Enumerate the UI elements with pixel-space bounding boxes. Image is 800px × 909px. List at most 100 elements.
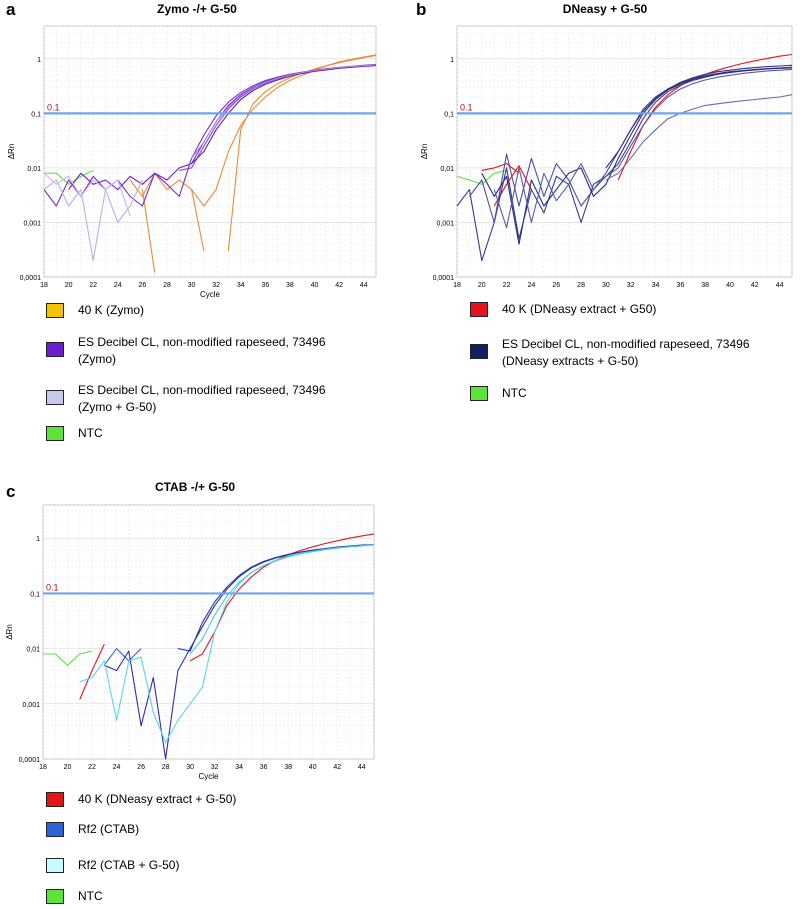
panel-letter-b: b bbox=[416, 0, 427, 19]
x-tick-label: 34 bbox=[237, 282, 245, 289]
y-tick-label: 0,1 bbox=[31, 111, 41, 118]
x-tick-label: 38 bbox=[286, 282, 294, 289]
x-tick-label: 36 bbox=[261, 282, 269, 289]
legend-label: ES Decibel CL, non-modified rapeseed, 73… bbox=[78, 335, 326, 366]
chart-title: CTAB -/+ G-50 bbox=[155, 480, 235, 494]
y-tick-label: 0,001 bbox=[23, 220, 41, 227]
series-line bbox=[189, 544, 375, 655]
legend-swatch bbox=[470, 302, 488, 317]
x-tick-label: 32 bbox=[212, 282, 220, 289]
x-tick-label: 24 bbox=[528, 282, 536, 289]
x-tick-label: 36 bbox=[676, 282, 684, 289]
series-line bbox=[189, 533, 375, 662]
legend-swatch bbox=[46, 858, 64, 873]
legend-swatch bbox=[46, 426, 64, 441]
series-line bbox=[191, 64, 377, 159]
y-axis-label: ΔRn bbox=[420, 144, 429, 160]
chart-ctab: CTAB -/+ G-50 0,0001 0,001 0,01 0,1 1 18 20 22 24… bbox=[5, 480, 375, 780]
series-line bbox=[44, 169, 94, 185]
y-axis-label: ΔRn bbox=[7, 144, 16, 160]
y-tick-label: 1 bbox=[37, 57, 41, 64]
y-tick-label: 1 bbox=[36, 536, 40, 543]
x-tick-label: 40 bbox=[309, 764, 317, 771]
x-tick-label: 20 bbox=[65, 282, 73, 289]
legend-label: NTC bbox=[78, 889, 103, 903]
legend-label: 40 K (Zymo) bbox=[78, 303, 145, 317]
x-tick-label: 20 bbox=[478, 282, 486, 289]
y-tick-label: 0,01 bbox=[27, 166, 41, 173]
chart-title: DNeasy + G-50 bbox=[563, 2, 648, 16]
legend-swatch bbox=[46, 792, 64, 807]
panel-letter-c: c bbox=[6, 482, 16, 501]
series-line bbox=[605, 64, 793, 169]
threshold-label: 0.1 bbox=[460, 102, 473, 112]
x-tick-label: 30 bbox=[602, 282, 610, 289]
x-tick-label: 24 bbox=[113, 764, 121, 771]
series-line bbox=[43, 172, 131, 217]
x-tick-label: 38 bbox=[284, 764, 292, 771]
legend-swatch bbox=[46, 390, 64, 405]
legend-swatch bbox=[46, 342, 64, 357]
series-line bbox=[177, 543, 375, 652]
x-tick-label: 20 bbox=[64, 764, 72, 771]
legend-label: 40 K (DNeasy extract + G50) bbox=[502, 302, 657, 316]
x-tick-label: 44 bbox=[358, 764, 366, 771]
y-tick-label: 1 bbox=[450, 57, 454, 64]
x-tick-label: 28 bbox=[577, 282, 585, 289]
legend-swatch bbox=[470, 386, 488, 401]
x-tick-label: 26 bbox=[552, 282, 560, 289]
y-tick-label: 0,0001 bbox=[433, 275, 455, 282]
legend-label: ES Decibel CL, non-modified rapeseed, 73… bbox=[78, 383, 326, 414]
y-tick-label: 0,0001 bbox=[19, 757, 41, 764]
chart-title: Zymo -/+ G-50 bbox=[157, 2, 237, 16]
series-line bbox=[43, 650, 93, 666]
x-tick-label: 26 bbox=[138, 282, 146, 289]
x-tick-label: 18 bbox=[40, 282, 48, 289]
legend-label: NTC bbox=[78, 426, 103, 440]
legend-swatch bbox=[470, 344, 488, 359]
legend-label: ES Decibel CL, non-modified rapeseed, 73… bbox=[502, 337, 750, 368]
series-line bbox=[43, 179, 143, 262]
x-tick-label: 38 bbox=[701, 282, 709, 289]
panel-letter-a: a bbox=[6, 0, 16, 19]
x-tick-label: 32 bbox=[211, 764, 219, 771]
y-tick-label: 0,001 bbox=[22, 702, 40, 709]
x-tick-label: 30 bbox=[188, 282, 196, 289]
x-tick-label: 28 bbox=[163, 282, 171, 289]
x-tick-label: 40 bbox=[311, 282, 319, 289]
x-tick-label: 22 bbox=[88, 764, 96, 771]
y-tick-label: 0,01 bbox=[440, 166, 454, 173]
x-tick-label: 42 bbox=[751, 282, 759, 289]
x-tick-label: 40 bbox=[726, 282, 734, 289]
series-line bbox=[191, 189, 205, 252]
legend-label: Rf2 (CTAB) bbox=[78, 822, 140, 836]
legend-swatch bbox=[46, 303, 64, 318]
y-tick-label: 0,1 bbox=[30, 591, 40, 598]
series-line bbox=[493, 68, 793, 229]
x-tick-label: 44 bbox=[360, 282, 368, 289]
x-tick-label: 26 bbox=[137, 764, 145, 771]
y-tick-label: 0,001 bbox=[436, 220, 454, 227]
chart-zymo: Zymo -/+ G-50 0,0001 0,001 0,01 0,1 1 18 20 22 24… bbox=[7, 2, 377, 299]
x-tick-label: 24 bbox=[114, 282, 122, 289]
x-tick-label: 36 bbox=[260, 764, 268, 771]
x-axis-label: Cycle bbox=[198, 772, 219, 780]
y-tick-label: 0,01 bbox=[26, 647, 40, 654]
legend-label: Rf2 (CTAB + G-50) bbox=[78, 858, 180, 872]
series-line bbox=[79, 643, 105, 700]
series-line bbox=[481, 67, 793, 245]
threshold-label: 0.1 bbox=[46, 582, 59, 592]
y-tick-label: 0,1 bbox=[444, 111, 454, 118]
y-tick-label: 0,0001 bbox=[20, 275, 42, 282]
series-line bbox=[456, 169, 507, 185]
x-tick-label: 28 bbox=[162, 764, 170, 771]
series-line bbox=[605, 94, 793, 181]
x-tick-label: 42 bbox=[333, 764, 341, 771]
x-tick-label: 18 bbox=[39, 764, 47, 771]
y-axis-label: ΔRn bbox=[5, 624, 14, 640]
legend-label: 40 K (DNeasy extract + G-50) bbox=[78, 792, 237, 806]
legend-swatch bbox=[46, 889, 64, 904]
x-axis-label: Cycle bbox=[200, 290, 221, 299]
x-tick-label: 34 bbox=[235, 764, 243, 771]
x-tick-label: 22 bbox=[503, 282, 511, 289]
